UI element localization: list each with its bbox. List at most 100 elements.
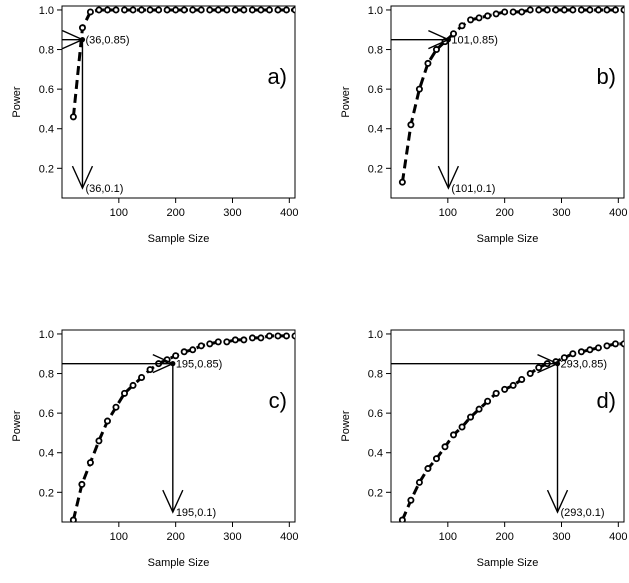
data-point: [620, 6, 624, 14]
data-point: [560, 6, 568, 14]
data-point: [424, 59, 432, 67]
y-axis-label: Power: [11, 86, 23, 118]
data-point: [172, 6, 180, 14]
x-axis-label: Sample Size: [477, 233, 539, 245]
data-point: [248, 6, 256, 14]
y-tick-label: 0.4: [39, 448, 54, 460]
y-axis-label: Power: [340, 86, 352, 118]
y-tick-label: 0.8: [368, 369, 383, 381]
data-point: [441, 443, 449, 451]
data-series: [398, 340, 624, 522]
data-point: [138, 6, 146, 14]
data-point: [248, 334, 256, 342]
data-point: [594, 344, 602, 352]
data-point: [458, 423, 466, 431]
data-point: [129, 6, 137, 14]
data-point: [526, 6, 534, 14]
data-point: [103, 6, 111, 14]
x-tick-label: 100: [110, 531, 128, 543]
chart-panel-2: 0.2 0.4 0.6 0.8 1.0 100 200 300 400 Sample Size Po…: [340, 5, 627, 245]
data-point: [577, 348, 585, 356]
data-point: [467, 413, 475, 421]
data-point: [231, 336, 239, 344]
data-point: [407, 121, 415, 129]
y-tick-label: 0.2: [39, 487, 54, 499]
y-tick-label: 0.8: [368, 45, 383, 57]
x-tick-label: 200: [495, 531, 513, 543]
data-point: [231, 6, 239, 14]
y-tick-label: 0.2: [368, 487, 383, 499]
data-point: [206, 340, 214, 348]
x-tick-label: 100: [439, 207, 457, 219]
target-point-label: (36,0.85): [85, 35, 129, 47]
data-point: [518, 375, 526, 383]
data-point: [265, 332, 273, 340]
panel-label: a): [267, 64, 287, 89]
x-tick-label: 300: [552, 207, 570, 219]
data-point: [112, 6, 120, 14]
data-point: [492, 389, 500, 397]
data-point: [526, 370, 534, 378]
y-tick-label: 1.0: [368, 5, 383, 17]
y-tick-label: 0.2: [368, 163, 383, 175]
data-point: [282, 332, 290, 340]
y-tick-label: 0.8: [39, 45, 54, 57]
data-point: [450, 431, 458, 439]
vertical-arrowhead: [437, 165, 460, 190]
x-tick-label: 300: [223, 207, 241, 219]
target-point: [170, 361, 176, 367]
data-point: [535, 364, 543, 372]
y-tick-label: 0.6: [368, 408, 383, 420]
x-axis-label: Sample Size: [148, 233, 210, 245]
target-point: [554, 361, 561, 367]
y-tick-label: 0.4: [39, 124, 54, 136]
y-axis-label: Power: [340, 410, 352, 442]
data-point: [95, 6, 103, 14]
data-point: [291, 332, 295, 340]
data-point: [112, 403, 120, 411]
data-point: [197, 342, 205, 350]
vertical-arrowhead: [71, 165, 94, 190]
data-point: [611, 6, 619, 14]
data-point: [552, 6, 560, 14]
data-point: [282, 6, 290, 14]
data-series: [69, 6, 295, 121]
drop-point-label: 195,0.1): [176, 507, 216, 519]
data-point: [509, 8, 517, 16]
annotation-arrows: [62, 30, 94, 190]
data-point: [155, 6, 163, 14]
plot-frame: [61, 5, 296, 199]
data-point: [95, 437, 103, 445]
plot-frame: [390, 329, 625, 523]
y-tick-label: 0.6: [39, 84, 54, 96]
data-point: [509, 381, 517, 389]
y-tick-label: 0.2: [39, 163, 54, 175]
data-point: [129, 381, 137, 389]
data-point: [103, 417, 111, 425]
data-point: [146, 6, 154, 14]
data-point: [223, 6, 231, 14]
panel-label: b): [596, 64, 616, 89]
plot-frame: [390, 5, 625, 199]
data-point: [535, 6, 543, 14]
data-point: [163, 6, 171, 14]
data-point: [415, 85, 423, 93]
panel-label: d): [596, 388, 616, 413]
vertical-arrowhead: [546, 489, 569, 514]
target-point-label: 195,0.85): [176, 359, 222, 371]
data-point: [603, 342, 611, 350]
x-tick-label: 100: [110, 207, 128, 219]
data-point: [501, 385, 509, 393]
data-point: [180, 348, 188, 356]
plot-frame: [61, 329, 296, 523]
data-point: [291, 6, 295, 14]
data-series: [69, 332, 295, 522]
x-axis-label: Sample Size: [148, 557, 210, 569]
x-tick-label: 400: [609, 531, 627, 543]
data-point: [492, 10, 500, 18]
data-point: [518, 8, 526, 16]
chart-panel-4: 0.2 0.4 0.6 0.8 1.0 100 200 300 400 Sample Size Po…: [340, 329, 627, 569]
x-tick-label: 200: [166, 531, 184, 543]
data-point: [180, 6, 188, 14]
